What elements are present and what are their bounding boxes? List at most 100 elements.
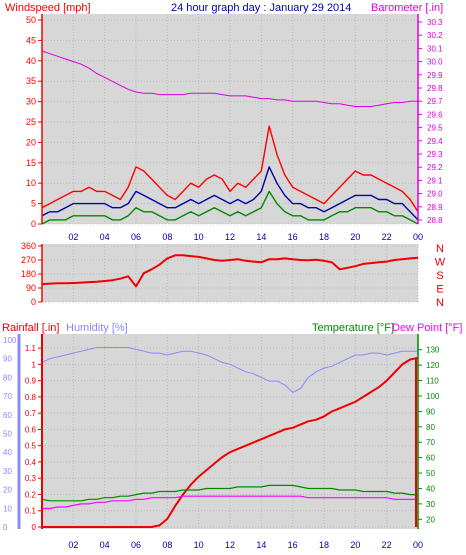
rain-tick-label: 1.1 xyxy=(25,344,37,353)
chart-title: 24 hour graph day : January 29 2014 xyxy=(171,2,351,14)
climate-series-line xyxy=(41,484,418,502)
rain-tick-label: 0 xyxy=(32,523,37,532)
temperature-tick-label: 30 xyxy=(426,500,435,509)
barometer-tick-label: 30.0 xyxy=(427,58,443,67)
compass-letter: N xyxy=(436,297,444,309)
humidity-tick-label: 0 xyxy=(3,523,8,532)
compass-letter: N xyxy=(436,243,444,255)
barometer-tick-label: 29.4 xyxy=(427,137,443,146)
wind-tick-label: 5 xyxy=(31,199,36,209)
compass-letter: E xyxy=(436,284,443,296)
wind-tick-label: 50 xyxy=(26,15,36,25)
axes-layer: 02 04 06 08 10 12 14 16 18 20 22 000510152025303540… xyxy=(3,14,446,550)
temperature-tick-label: 130 xyxy=(426,346,440,355)
humidity-tick-label: 20 xyxy=(3,486,12,495)
direction-series-line xyxy=(41,254,419,288)
time-tick-label: 08 xyxy=(162,232,172,242)
time-tick-label: 00 xyxy=(413,232,423,242)
barometer-tick-label: 29.7 xyxy=(427,97,443,106)
compass-letter: S xyxy=(436,270,443,282)
time-tick-label: 12 xyxy=(225,232,235,242)
rain-tick-label: 1 xyxy=(32,360,37,369)
humidity-tick-label: 40 xyxy=(3,448,12,457)
time-tick-label: 18 xyxy=(319,232,329,242)
wind-tick-label: 35 xyxy=(26,76,36,86)
barometer-axis-label: Barometer [.in] xyxy=(371,2,443,14)
rain-tick-label: 0.4 xyxy=(25,458,37,467)
wind-tick-label: 45 xyxy=(26,35,36,45)
wind-tick-label: 15 xyxy=(26,158,36,168)
time-tick-label: 16 xyxy=(288,540,298,550)
temperature-tick-label: 110 xyxy=(426,377,439,386)
time-tick-label: 02 xyxy=(68,232,78,242)
barometer-series-line xyxy=(41,50,418,107)
rain-tick-label: 0.8 xyxy=(25,393,37,402)
wind-series-line xyxy=(41,166,419,221)
temperature-tick-label: 80 xyxy=(426,423,435,432)
temperature-tick-label: 40 xyxy=(426,484,435,493)
climate-series-line xyxy=(42,356,419,528)
time-tick-label: 02 xyxy=(68,540,78,550)
time-tick-label: 14 xyxy=(256,232,266,242)
humidity-tick-label: 10 xyxy=(3,504,12,513)
temperature-axis-label: Temperature [°F] xyxy=(312,322,394,334)
time-tick-label: 18 xyxy=(319,540,329,550)
humidity-axis-label: Humidity [%] xyxy=(66,322,128,334)
barometer-tick-label: 28.9 xyxy=(427,203,443,212)
wind-series-line xyxy=(41,125,419,213)
humidity-tick-label: 60 xyxy=(3,411,12,420)
wind-tick-label: 20 xyxy=(26,137,36,147)
temperature-tick-label: 70 xyxy=(426,438,435,447)
humidity-tick-label: 50 xyxy=(3,430,12,439)
barometer-tick-label: 30.2 xyxy=(427,31,443,40)
rainfall-axis-label: Rainfall [.in] xyxy=(2,322,59,334)
barometer-tick-label: 30.1 xyxy=(427,44,443,53)
time-tick-label: 22 xyxy=(382,540,392,550)
time-tick-label: 00 xyxy=(413,540,423,550)
temperature-tick-label: 100 xyxy=(426,392,440,401)
time-tick-label: 10 xyxy=(194,540,204,550)
direction-panel-background xyxy=(42,244,418,302)
wind-tick-label: 40 xyxy=(26,56,36,66)
direction-tick-label: 270 xyxy=(21,255,36,265)
rain-tick-label: 0.2 xyxy=(25,490,37,499)
rain-tick-label: 0.1 xyxy=(25,507,37,516)
dewpoint-axis-label: Dew Point [°F] xyxy=(392,322,462,334)
wind-tick-label: 25 xyxy=(26,117,36,127)
time-tick-label: 20 xyxy=(350,232,360,242)
wind-tick-label: 0 xyxy=(31,219,36,229)
barometer-tick-label: 29.9 xyxy=(427,71,443,80)
climate-series-line xyxy=(42,495,418,510)
barometer-tick-label: 29.5 xyxy=(427,124,443,133)
direction-tick-label: 180 xyxy=(21,269,36,279)
humidity-tick-label: 90 xyxy=(3,355,12,364)
wind-series-line xyxy=(41,190,419,225)
wind-tick-label: 30 xyxy=(26,97,36,107)
time-tick-label: 06 xyxy=(131,540,141,550)
barometer-tick-label: 29.3 xyxy=(427,150,443,159)
time-tick-label: 22 xyxy=(382,232,392,242)
humidity-tick-label: 80 xyxy=(3,373,12,382)
barometer-tick-label: 30.3 xyxy=(427,18,443,27)
rain-tick-label: 0.5 xyxy=(25,442,37,451)
temperature-tick-label: 90 xyxy=(426,407,435,416)
time-tick-label: 20 xyxy=(350,540,360,550)
time-tick-label: 10 xyxy=(194,232,204,242)
barometer-tick-label: 29.1 xyxy=(427,176,443,185)
barometer-tick-label: 29.8 xyxy=(427,84,443,93)
humidity-tick-label: 100 xyxy=(3,336,17,345)
time-tick-label: 12 xyxy=(225,540,235,550)
temperature-tick-label: 50 xyxy=(426,469,435,478)
barometer-tick-label: 29.6 xyxy=(427,110,443,119)
series-layer xyxy=(41,50,419,528)
time-tick-label: 06 xyxy=(131,232,141,242)
rain-tick-label: 0.6 xyxy=(25,425,37,434)
humidity-tick-label: 70 xyxy=(3,392,12,401)
direction-tick-label: 360 xyxy=(21,241,36,251)
wind-tick-label: 10 xyxy=(26,178,36,188)
barometer-tick-label: 29.2 xyxy=(427,163,443,172)
time-tick-label: 16 xyxy=(288,232,298,242)
time-tick-label: 14 xyxy=(256,540,266,550)
